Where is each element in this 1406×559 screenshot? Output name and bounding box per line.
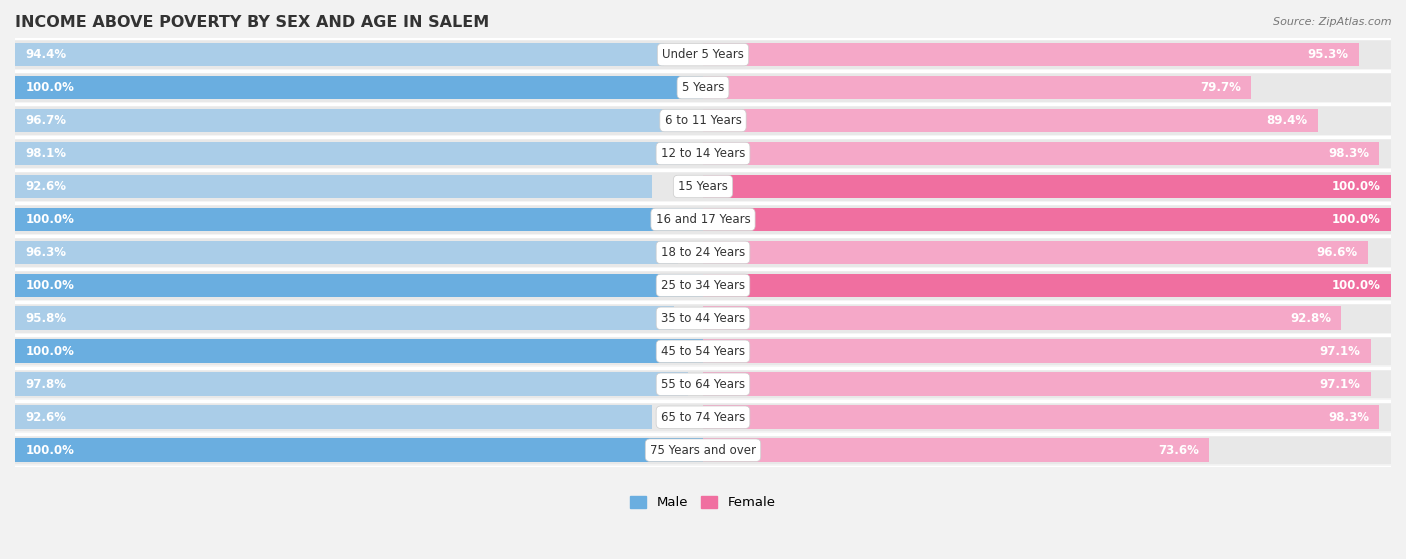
Text: 6 to 11 Years: 6 to 11 Years [665, 114, 741, 127]
Bar [15, 403, 1391, 432]
Text: 96.3%: 96.3% [25, 246, 66, 259]
Text: 12 to 14 Years: 12 to 14 Years [661, 147, 745, 160]
Text: 98.3%: 98.3% [1329, 411, 1369, 424]
Bar [15, 75, 703, 100]
Bar [15, 337, 1391, 366]
Bar [15, 438, 703, 462]
Text: Under 5 Years: Under 5 Years [662, 48, 744, 61]
Bar [703, 75, 1251, 100]
Text: 73.6%: 73.6% [1159, 444, 1199, 457]
Text: 100.0%: 100.0% [25, 345, 75, 358]
Bar [15, 304, 1391, 333]
Text: 35 to 44 Years: 35 to 44 Years [661, 312, 745, 325]
Text: 18 to 24 Years: 18 to 24 Years [661, 246, 745, 259]
Text: 95.3%: 95.3% [1308, 48, 1348, 61]
Text: 96.7%: 96.7% [25, 114, 66, 127]
Bar [703, 141, 1379, 165]
Text: INCOME ABOVE POVERTY BY SEX AND AGE IN SALEM: INCOME ABOVE POVERTY BY SEX AND AGE IN S… [15, 15, 489, 30]
Bar [15, 240, 678, 264]
Text: 100.0%: 100.0% [1331, 213, 1381, 226]
Text: 89.4%: 89.4% [1267, 114, 1308, 127]
Bar [703, 108, 1317, 132]
Bar [15, 106, 1391, 135]
Bar [703, 438, 1209, 462]
Text: 25 to 34 Years: 25 to 34 Years [661, 279, 745, 292]
Bar [703, 372, 1371, 396]
Bar [15, 405, 652, 429]
Bar [15, 172, 1391, 201]
Bar [15, 73, 1391, 102]
Bar [703, 339, 1371, 363]
Text: 97.1%: 97.1% [1320, 378, 1361, 391]
Bar [15, 139, 1391, 168]
Text: 92.6%: 92.6% [25, 180, 66, 193]
Bar [15, 205, 1391, 234]
Text: 5 Years: 5 Years [682, 81, 724, 94]
Legend: Male, Female: Male, Female [624, 489, 782, 516]
Text: 95.8%: 95.8% [25, 312, 66, 325]
Text: 15 Years: 15 Years [678, 180, 728, 193]
Bar [703, 306, 1341, 330]
Bar [15, 273, 703, 297]
Bar [703, 174, 1391, 198]
Text: 97.1%: 97.1% [1320, 345, 1361, 358]
Text: 16 and 17 Years: 16 and 17 Years [655, 213, 751, 226]
Text: 100.0%: 100.0% [25, 81, 75, 94]
Text: 45 to 54 Years: 45 to 54 Years [661, 345, 745, 358]
Bar [15, 238, 1391, 267]
Bar [15, 339, 703, 363]
Bar [15, 174, 652, 198]
Text: 100.0%: 100.0% [1331, 180, 1381, 193]
Bar [703, 42, 1358, 67]
Bar [15, 306, 673, 330]
Bar [15, 141, 690, 165]
Bar [15, 436, 1391, 465]
Text: 55 to 64 Years: 55 to 64 Years [661, 378, 745, 391]
Text: 100.0%: 100.0% [25, 444, 75, 457]
Text: 79.7%: 79.7% [1201, 81, 1241, 94]
Text: 100.0%: 100.0% [1331, 279, 1381, 292]
Bar [15, 370, 1391, 399]
Bar [703, 273, 1391, 297]
Bar [15, 271, 1391, 300]
Bar [15, 40, 1391, 69]
Text: 75 Years and over: 75 Years and over [650, 444, 756, 457]
Bar [15, 372, 688, 396]
Bar [15, 207, 703, 231]
Text: 92.8%: 92.8% [1291, 312, 1331, 325]
Text: 92.6%: 92.6% [25, 411, 66, 424]
Text: Source: ZipAtlas.com: Source: ZipAtlas.com [1274, 17, 1392, 27]
Text: 65 to 74 Years: 65 to 74 Years [661, 411, 745, 424]
Text: 100.0%: 100.0% [25, 213, 75, 226]
Text: 96.6%: 96.6% [1316, 246, 1357, 259]
Bar [15, 42, 665, 67]
Text: 94.4%: 94.4% [25, 48, 66, 61]
Text: 97.8%: 97.8% [25, 378, 66, 391]
Bar [703, 240, 1368, 264]
Text: 98.1%: 98.1% [25, 147, 66, 160]
Bar [703, 207, 1391, 231]
Text: 98.3%: 98.3% [1329, 147, 1369, 160]
Bar [15, 108, 681, 132]
Text: 100.0%: 100.0% [25, 279, 75, 292]
Bar [703, 405, 1379, 429]
